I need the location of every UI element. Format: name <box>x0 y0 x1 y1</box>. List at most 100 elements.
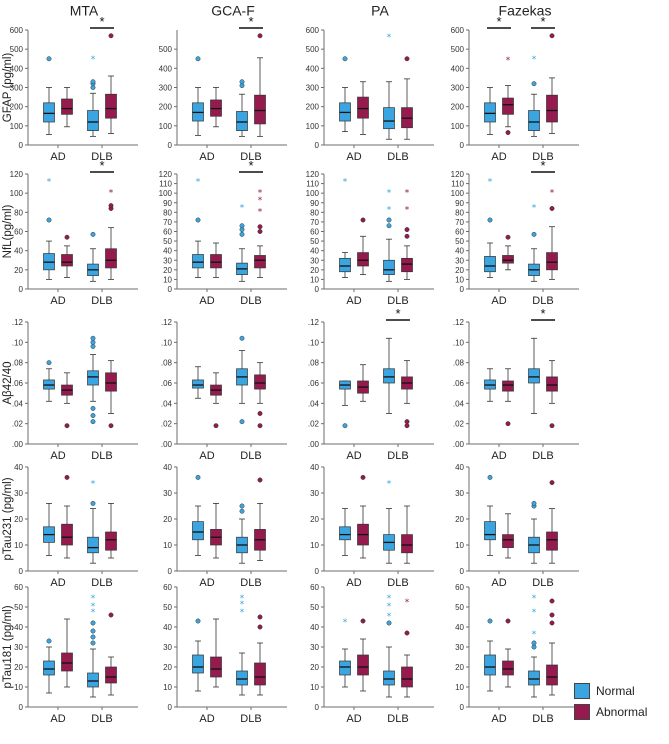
y-tick-label: .10 <box>161 338 173 347</box>
box-AD-abnormal <box>502 534 514 548</box>
box-AD-abnormal <box>210 656 222 678</box>
extreme-point-AD-normal: * <box>47 178 52 188</box>
y-tick-label: 60 <box>163 228 172 237</box>
y-tick-label: 600 <box>451 26 465 35</box>
row-ylabel-2: Aβ42/40 <box>2 361 14 404</box>
y-tick-label: .12 <box>161 318 173 327</box>
y-tick-label: 20 <box>310 515 319 524</box>
extreme-point-DLB-abnormal: * <box>550 188 555 198</box>
y-tick-label: 60 <box>310 583 319 592</box>
extreme-point-DLB-normal: * <box>387 480 392 490</box>
y-tick-label: .10 <box>308 338 320 347</box>
outlier-point-DLB-normal <box>90 628 96 634</box>
y-tick-label: .02 <box>12 420 24 429</box>
x-category-label: AD <box>346 577 361 589</box>
y-tick-label: 30 <box>455 256 464 265</box>
box-AD-normal <box>484 654 496 676</box>
outlier-point-DLB-normal <box>90 79 96 85</box>
outlier-point-DLB-normal <box>386 620 392 626</box>
outlier-point-AD-abnormal <box>505 234 511 240</box>
y-tick-label: .12 <box>308 318 320 327</box>
x-category-label: DLB <box>240 577 261 589</box>
y-tick-label: 40 <box>310 463 319 472</box>
outlier-point-AD-abnormal <box>505 130 511 135</box>
x-category-label: DLB <box>240 295 261 307</box>
box-AD-normal <box>192 254 204 269</box>
outlier-point-DLB-abnormal <box>404 423 410 429</box>
row-ylabel-1: NfL(pg/ml) <box>2 204 14 258</box>
outlier-point-AD-normal <box>195 474 201 480</box>
y-tick-label: 50 <box>455 603 464 612</box>
y-tick-label: .12 <box>453 318 465 327</box>
significance-star-DLB: * <box>248 14 253 29</box>
outlier-point-DLB-abnormal <box>404 56 410 62</box>
y-tick-label: 10 <box>163 541 172 550</box>
box-DLB-normal <box>528 368 540 384</box>
row-ylabel-4: pTau181 (pg/ml) <box>2 605 14 688</box>
y-tick-label: 40 <box>455 623 464 632</box>
x-category-label: AD <box>491 450 506 462</box>
y-tick-label: 0 <box>460 567 465 576</box>
box-DLB-abnormal <box>401 666 413 688</box>
outlier-point-DLB-normal <box>90 634 96 640</box>
box-DLB-abnormal <box>105 248 117 269</box>
x-category-label: AD <box>346 713 361 725</box>
x-category-label: DLB <box>91 151 112 163</box>
outlier-point-DLB-abnormal <box>549 423 555 429</box>
y-tick-label: 0 <box>315 567 320 576</box>
y-tick-label: 0 <box>460 703 465 712</box>
y-tick-label: 30 <box>14 643 23 652</box>
y-tick-label: .00 <box>453 440 465 449</box>
outlier-point-AD-normal <box>46 360 52 366</box>
outlier-point-DLB-abnormal <box>257 614 263 620</box>
row-ylabel-3: pTau231 (pg/ml) <box>2 477 14 560</box>
extreme-point-DLB-normal: * <box>532 594 537 604</box>
legend-item-abnormal: Abnormal <box>574 701 669 722</box>
y-tick-label: 0 <box>19 285 24 294</box>
outlier-point-DLB-normal <box>90 343 96 349</box>
y-tick-label: 40 <box>14 247 23 256</box>
box-DLB-abnormal <box>254 374 266 390</box>
y-tick-label: .08 <box>12 359 24 368</box>
y-tick-label: 0 <box>460 285 465 294</box>
box-AD-abnormal <box>61 98 73 115</box>
extreme-point-AD-normal: * <box>343 618 348 628</box>
box-AD-normal <box>43 102 55 123</box>
outlier-point-DLB-abnormal <box>549 480 555 486</box>
x-category-label: AD <box>346 450 361 462</box>
significance-star-DLB: * <box>540 306 545 321</box>
y-tick-label: 0 <box>168 703 173 712</box>
outlier-point-DLB-abnormal <box>257 229 263 234</box>
y-tick-label: 100 <box>306 122 320 131</box>
outlier-point-DLB-normal <box>239 335 245 341</box>
column-title-0: MTA <box>70 3 99 19</box>
outlier-point-AD-normal <box>342 56 348 62</box>
box-DLB-abnormal <box>254 94 266 125</box>
y-tick-label: 10 <box>163 683 172 692</box>
x-category-label: DLB <box>240 450 261 462</box>
significance-star-DLB: * <box>99 14 104 29</box>
y-tick-label: 40 <box>455 247 464 256</box>
y-tick-label: 30 <box>163 489 172 498</box>
y-tick-label: 200 <box>159 103 173 112</box>
box-AD-abnormal <box>61 652 73 672</box>
y-tick-label: .06 <box>308 379 320 388</box>
outlier-point-AD-normal <box>46 638 52 644</box>
outlier-point-DLB-abnormal <box>108 33 114 39</box>
x-category-label: AD <box>491 151 506 163</box>
x-category-label: AD <box>199 577 214 589</box>
y-tick-label: 60 <box>163 583 172 592</box>
outlier-point-AD-abnormal <box>64 234 70 240</box>
outlier-point-DLB-abnormal <box>549 33 555 39</box>
y-tick-label: .08 <box>161 359 173 368</box>
box-DLB-normal <box>236 670 248 686</box>
extreme-point-DLB-normal: * <box>387 594 392 604</box>
box-AD-abnormal <box>210 254 222 269</box>
legend-label-abnormal: Abnormal <box>596 704 648 719</box>
y-tick-label: 30 <box>310 256 319 265</box>
x-category-label: DLB <box>387 151 408 163</box>
outlier-point-DLB-normal <box>239 79 245 85</box>
y-tick-label: .08 <box>308 359 320 368</box>
y-tick-label: 10 <box>310 541 319 550</box>
outlier-point-DLB-normal <box>239 503 245 509</box>
